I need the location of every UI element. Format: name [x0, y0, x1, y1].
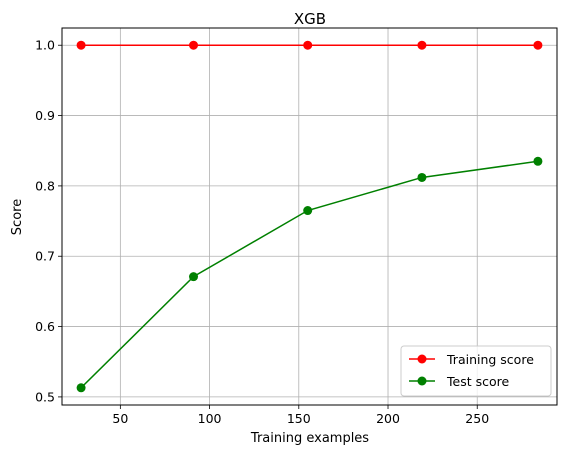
y-axis-ticks: 0.5 0.6 0.7 0.8 0.9 1.0 — [35, 38, 62, 404]
legend-test-marker — [417, 376, 427, 386]
y-tick-label: 1.0 — [35, 38, 55, 53]
y-tick-label: 0.6 — [35, 319, 55, 334]
test-score-point — [303, 206, 313, 216]
series-layer — [76, 40, 543, 393]
x-tick-label: 250 — [465, 411, 489, 426]
x-tick-label: 200 — [376, 411, 400, 426]
training-score-point — [76, 40, 86, 50]
x-axis-label: Training examples — [250, 431, 369, 446]
chart-title: XGB — [294, 10, 326, 28]
training-score-point — [417, 40, 427, 50]
plot-frame — [61, 27, 558, 406]
test-score-point — [417, 172, 427, 182]
training-score-point — [189, 40, 199, 50]
training-score-point — [533, 40, 543, 50]
legend-test-label: Test score — [446, 374, 509, 389]
legend-frame — [400, 345, 552, 397]
y-tick-label: 0.7 — [35, 249, 55, 264]
legend-training-label: Training score — [446, 352, 534, 367]
x-tick-label: 100 — [198, 411, 222, 426]
x-axis-ticks: 50 100 150 200 250 — [112, 405, 489, 426]
y-axis-label: Score — [10, 199, 25, 235]
x-tick-label: 50 — [112, 411, 128, 426]
x-tick-label: 150 — [287, 411, 311, 426]
y-tick-label: 0.8 — [35, 178, 55, 193]
test-score-point — [76, 383, 86, 393]
test-score-point — [533, 156, 543, 166]
test-score-point — [189, 272, 199, 282]
y-tick-label: 0.9 — [35, 108, 55, 123]
training-score-point — [303, 40, 313, 50]
y-tick-label: 0.5 — [35, 389, 55, 404]
legend-training-marker — [417, 354, 427, 364]
legend: Training score Test score — [400, 345, 552, 397]
